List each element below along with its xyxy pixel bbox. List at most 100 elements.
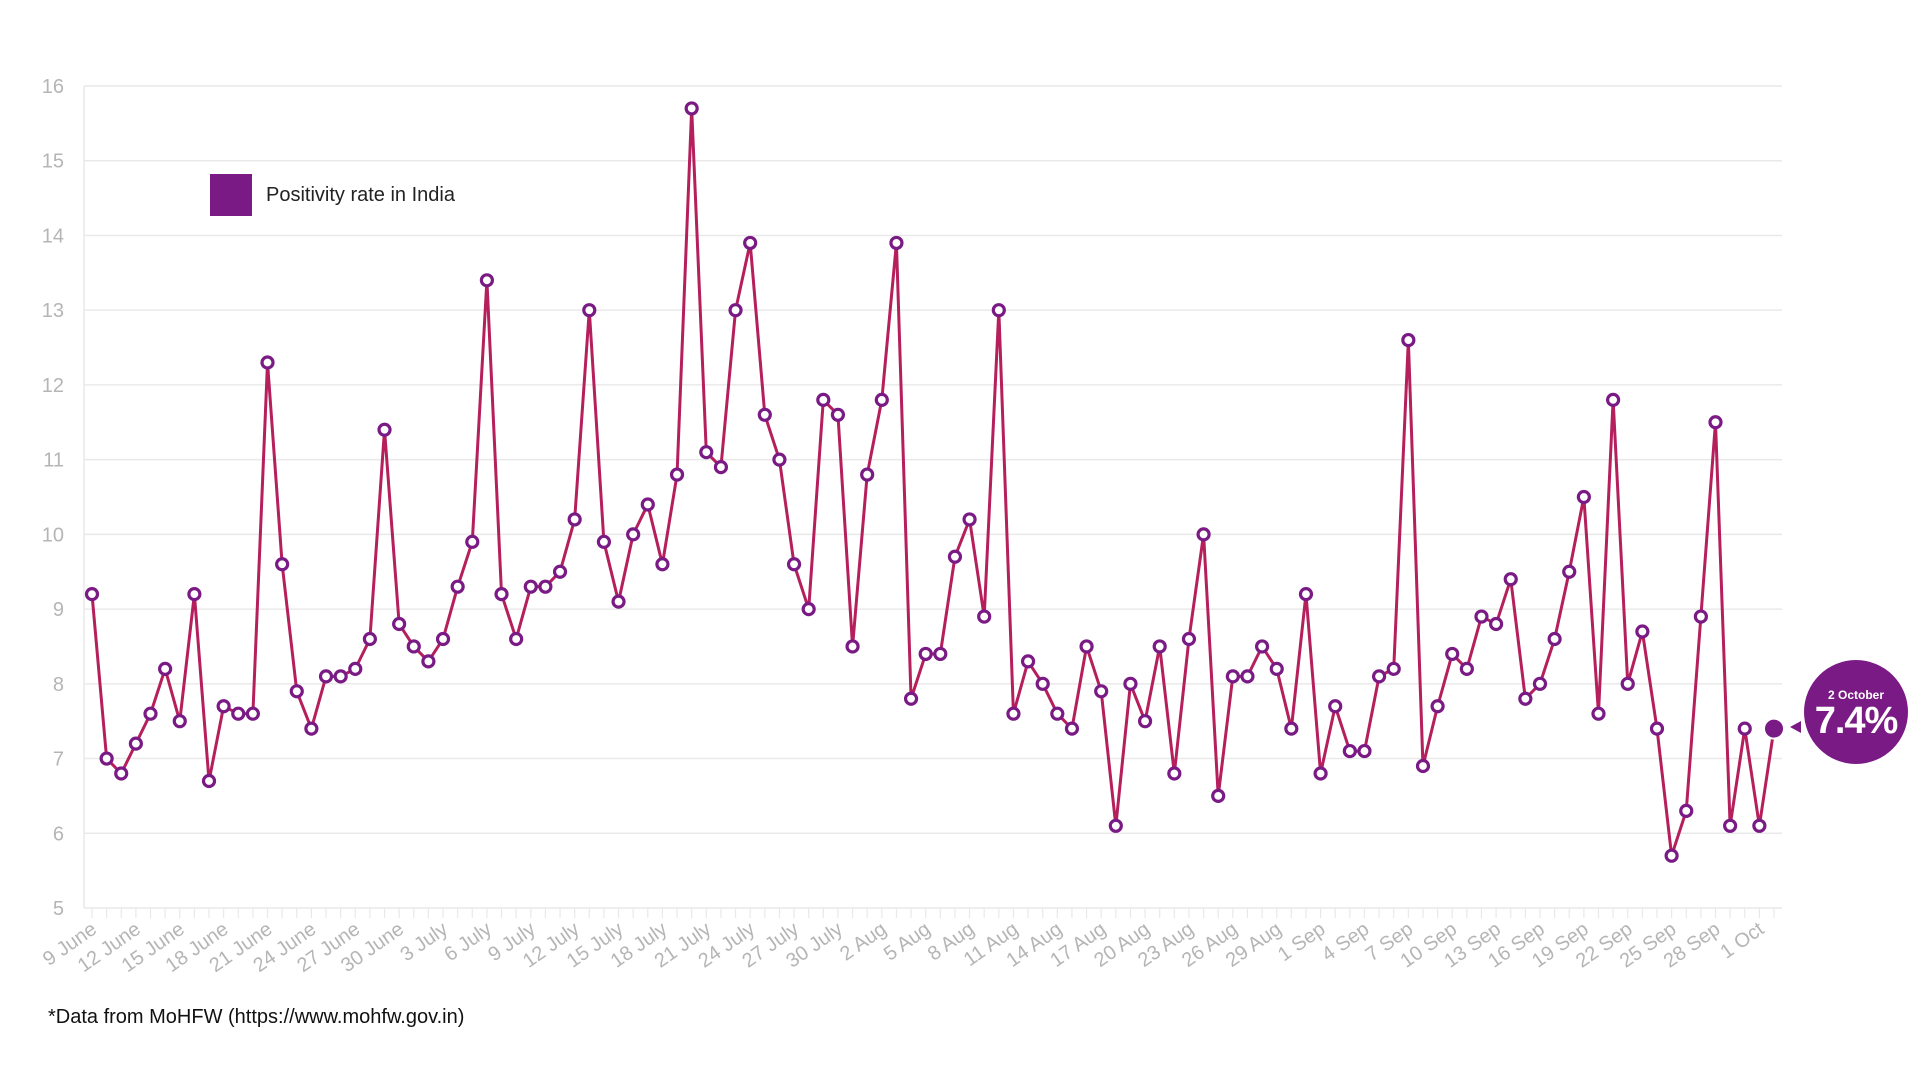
data-point xyxy=(1401,332,1416,348)
data-point xyxy=(1386,661,1401,676)
data-point xyxy=(1196,527,1211,542)
data-point xyxy=(1532,676,1548,691)
data-point xyxy=(275,557,290,572)
data-point xyxy=(406,639,421,654)
data-point xyxy=(699,445,714,460)
data-point xyxy=(333,669,348,684)
data-point xyxy=(231,706,246,721)
data-point xyxy=(669,467,685,482)
data-point xyxy=(143,706,158,721)
data-point xyxy=(611,594,626,609)
data-point xyxy=(304,721,319,736)
y-tick-label: 6 xyxy=(53,823,64,845)
y-tick-label: 13 xyxy=(42,300,64,322)
data-point xyxy=(1664,848,1679,863)
y-tick-label: 10 xyxy=(42,524,64,546)
data-point xyxy=(1123,676,1138,691)
data-point xyxy=(918,646,933,662)
x-tick-label: 5 Aug xyxy=(880,918,935,965)
data-point xyxy=(479,273,495,288)
x-tick-label: 3 July xyxy=(396,918,451,966)
data-point xyxy=(201,773,217,789)
data-point xyxy=(728,303,743,318)
legend-swatch xyxy=(210,174,252,216)
data-point xyxy=(1137,714,1153,729)
data-point xyxy=(1108,818,1123,833)
data-point xyxy=(1708,415,1723,430)
x-tick-label: 1 Oct xyxy=(1716,918,1768,964)
data-point xyxy=(816,392,831,407)
data-point xyxy=(596,534,612,549)
data-point xyxy=(377,422,392,437)
data-point xyxy=(114,766,129,781)
data-point xyxy=(1415,758,1431,774)
data-point xyxy=(786,557,802,572)
data-point xyxy=(421,654,436,669)
data-point xyxy=(260,355,275,370)
data-point xyxy=(889,235,904,251)
data-point xyxy=(289,684,304,699)
x-tick-label: 1 Sep xyxy=(1274,918,1329,966)
data-point xyxy=(962,512,977,527)
data-point xyxy=(187,587,202,602)
data-point xyxy=(947,549,963,564)
data-point xyxy=(172,714,187,729)
y-tick-label: 11 xyxy=(43,450,64,472)
data-point xyxy=(1079,639,1094,654)
data-point xyxy=(1591,706,1606,721)
data-point xyxy=(1459,661,1474,676)
data-point xyxy=(538,579,553,594)
data-point xyxy=(1547,631,1562,647)
y-tick-label: 16 xyxy=(42,76,64,98)
callout-pointer xyxy=(1790,721,1801,733)
data-point xyxy=(1211,788,1226,804)
data-point xyxy=(933,646,948,662)
data-point xyxy=(465,534,480,549)
data-point xyxy=(743,235,758,251)
callout-value: 7.4% xyxy=(1814,700,1899,743)
data-point xyxy=(801,601,816,617)
data-point xyxy=(713,460,729,475)
y-tick-label: 12 xyxy=(42,375,64,397)
y-tick-label: 7 xyxy=(53,749,64,771)
callout-date: 2 October xyxy=(1827,688,1884,703)
data-point xyxy=(216,699,231,714)
data-point xyxy=(450,579,465,594)
series-line xyxy=(90,106,1776,858)
y-tick-label: 5 xyxy=(53,898,64,920)
y-axis-ticks: 5 6 7 8 9 10 11 12 13 14 15 16 xyxy=(42,76,64,920)
data-point xyxy=(1445,646,1460,662)
data-point xyxy=(582,303,597,318)
data-point xyxy=(158,661,173,676)
data-point xyxy=(1693,609,1708,624)
data-point xyxy=(318,669,334,684)
y-tick-label: 15 xyxy=(42,151,64,173)
data-point xyxy=(1298,587,1314,602)
data-point xyxy=(1576,489,1591,505)
data-point xyxy=(1635,624,1650,639)
data-point xyxy=(977,609,992,624)
data-point xyxy=(1357,743,1372,759)
data-point xyxy=(1723,818,1738,833)
data-point xyxy=(1620,676,1635,691)
data-point xyxy=(494,587,509,602)
data-point xyxy=(1518,691,1533,706)
data-point xyxy=(1679,803,1694,818)
data-point xyxy=(1474,609,1489,624)
x-tick-label: 4 Sep xyxy=(1318,918,1373,966)
data-point xyxy=(1020,654,1036,669)
data-point xyxy=(991,303,1006,318)
data-point xyxy=(1737,721,1752,736)
y-tick-label: 9 xyxy=(53,599,64,621)
series-line-positivity-rate xyxy=(90,106,1776,858)
data-point xyxy=(830,407,846,422)
data-point xyxy=(392,616,407,632)
data-point xyxy=(348,661,363,676)
data-point xyxy=(523,579,538,594)
data-point xyxy=(435,631,451,647)
data-point xyxy=(84,587,100,602)
y-tick-label: 14 xyxy=(42,225,64,247)
data-point xyxy=(1606,392,1621,407)
data-point xyxy=(1152,639,1167,654)
